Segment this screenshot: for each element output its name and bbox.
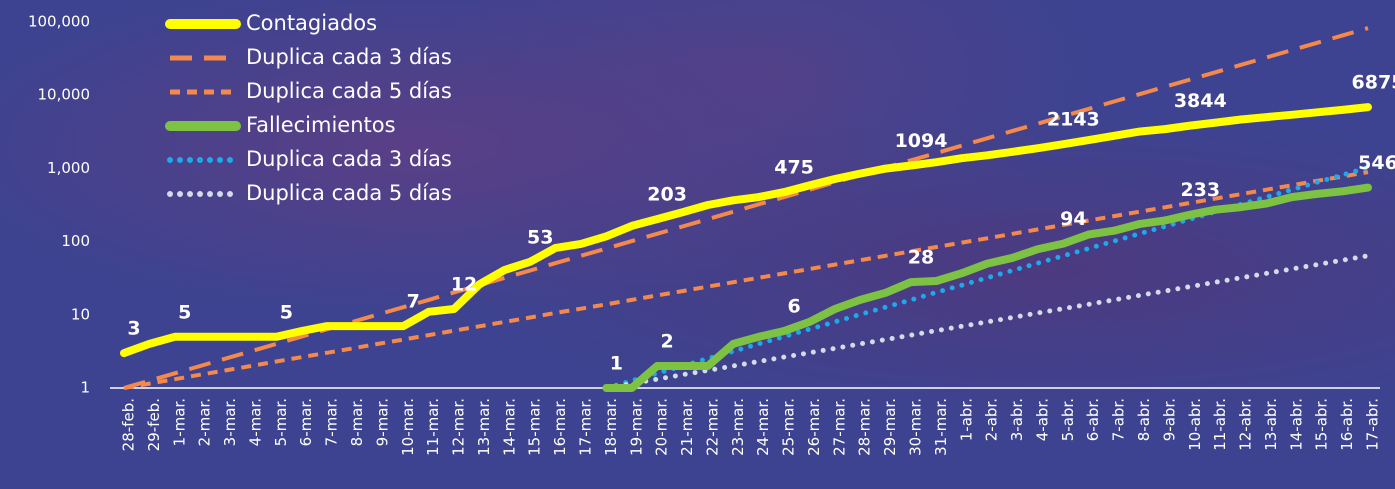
x-tick-label: 31-mar.: [932, 398, 950, 456]
data-label: 6875: [1352, 72, 1395, 94]
x-tick-label: 2-mar.: [196, 398, 214, 446]
data-label: 233: [1180, 179, 1220, 201]
legend-label: Duplica cada 5 días: [246, 79, 452, 103]
y-tick-label: 100,000: [28, 13, 90, 31]
data-label: 5: [280, 301, 293, 323]
legend: Contagiados Duplica cada 3 días Duplica ca…: [170, 11, 452, 205]
x-tick-label: 17-abr.: [1364, 398, 1382, 451]
chart: 1 10 100 1,000 10,000 100,000 28-feb. 29-feb. 1-…: [0, 0, 1395, 489]
x-tick-label: 17-mar.: [576, 398, 594, 456]
data-label: 12: [451, 274, 477, 296]
x-tick-label: 7-mar.: [323, 398, 341, 446]
x-tick-label: 16-mar.: [551, 398, 569, 456]
x-tick-label: 9-mar.: [373, 398, 391, 446]
x-tick-label: 14-abr.: [1287, 398, 1305, 451]
y-tick-label: 100: [61, 232, 90, 250]
x-tick-label: 15-mar.: [526, 398, 544, 456]
page: {"chart_data": {"type": "line", "log_sca…: [0, 0, 1395, 489]
x-tick-label: 29-mar.: [881, 398, 899, 456]
x-tick-label: 28-mar.: [856, 398, 874, 456]
x-tick-label: 10-mar.: [399, 398, 417, 456]
data-label: 5: [178, 301, 191, 323]
data-label: 3: [127, 318, 140, 340]
data-label: 7: [407, 291, 420, 313]
x-tick-label: 27-mar.: [830, 398, 848, 456]
legend-label: Duplica cada 5 días: [246, 181, 452, 205]
data-label: 1: [610, 353, 623, 375]
y-tick-label: 10: [71, 305, 90, 323]
x-tick-label: 26-mar.: [805, 398, 823, 456]
x-tick-label: 12-abr.: [1237, 398, 1255, 451]
x-tick-label: 7-abr.: [1110, 398, 1128, 441]
data-label: 203: [647, 184, 687, 206]
x-tick-label: 22-mar.: [703, 398, 721, 456]
x-tick-label: 1-mar.: [170, 398, 188, 446]
x-tick-label: 8-mar.: [348, 398, 366, 446]
x-tick-label: 24-mar.: [754, 398, 772, 456]
x-tick-label: 13-mar.: [475, 398, 493, 456]
y-tick-label: 1,000: [47, 159, 90, 177]
x-tick-label: 18-mar.: [602, 398, 620, 456]
data-label: 2143: [1047, 109, 1100, 131]
data-label: 6: [787, 296, 800, 318]
x-tick-label: 29-feb.: [145, 398, 163, 451]
data-label: 3844: [1174, 90, 1227, 112]
x-tick-label: 5-abr.: [1059, 398, 1077, 441]
x-tick-label: 23-mar.: [729, 398, 747, 456]
x-tick-label: 28-feb.: [120, 398, 138, 451]
x-tick-label: 4-abr.: [1033, 398, 1051, 441]
x-tick-label: 5-mar.: [272, 398, 290, 446]
x-tick-label: 3-abr.: [1008, 398, 1026, 441]
x-tick-label: 13-abr.: [1262, 398, 1280, 451]
data-label: 53: [527, 226, 553, 248]
data-label: 94: [1060, 208, 1086, 230]
x-tick-label: 20-mar.: [653, 398, 671, 456]
x-tick-label: 6-abr.: [1084, 398, 1102, 441]
x-tick-label: 11-mar.: [424, 398, 442, 456]
data-label: 475: [774, 157, 814, 179]
legend-label: Duplica cada 3 días: [246, 147, 452, 171]
legend-label: Duplica cada 3 días: [246, 45, 452, 69]
series-line: [606, 188, 1368, 388]
x-tick-label: 15-abr.: [1313, 398, 1331, 451]
x-tick-label: 25-mar.: [780, 398, 798, 456]
data-label: 546: [1358, 152, 1395, 174]
x-tick-label: 3-mar.: [221, 398, 239, 446]
x-tick-label: 9-abr.: [1160, 398, 1178, 441]
y-tick-label: 1: [80, 379, 90, 397]
x-tick-label: 4-mar.: [246, 398, 264, 446]
x-tick-label: 2-abr.: [983, 398, 1001, 441]
x-tick-label: 16-abr.: [1338, 398, 1356, 451]
x-tick-label: 14-mar.: [500, 398, 518, 456]
legend-label: Contagiados: [246, 11, 377, 35]
x-tick-label: 1-abr.: [957, 398, 975, 441]
y-tick-label: 10,000: [38, 86, 91, 104]
x-tick-label: 12-mar.: [450, 398, 468, 456]
data-label: 2: [661, 330, 674, 352]
x-tick-label: 10-abr.: [1186, 398, 1204, 451]
x-tick-label: 6-mar.: [297, 398, 315, 446]
x-tick-label: 30-mar.: [907, 398, 925, 456]
legend-label: Fallecimientos: [246, 113, 396, 137]
data-label: 28: [908, 247, 934, 269]
x-tick-label: 21-mar.: [678, 398, 696, 456]
data-label: 1094: [895, 130, 948, 152]
series-line: [124, 107, 1368, 353]
x-tick-label: 19-mar.: [627, 398, 645, 456]
series-line: [606, 256, 1368, 388]
x-tick-label: 11-abr.: [1211, 398, 1229, 451]
x-tick-label: 8-abr.: [1135, 398, 1153, 441]
